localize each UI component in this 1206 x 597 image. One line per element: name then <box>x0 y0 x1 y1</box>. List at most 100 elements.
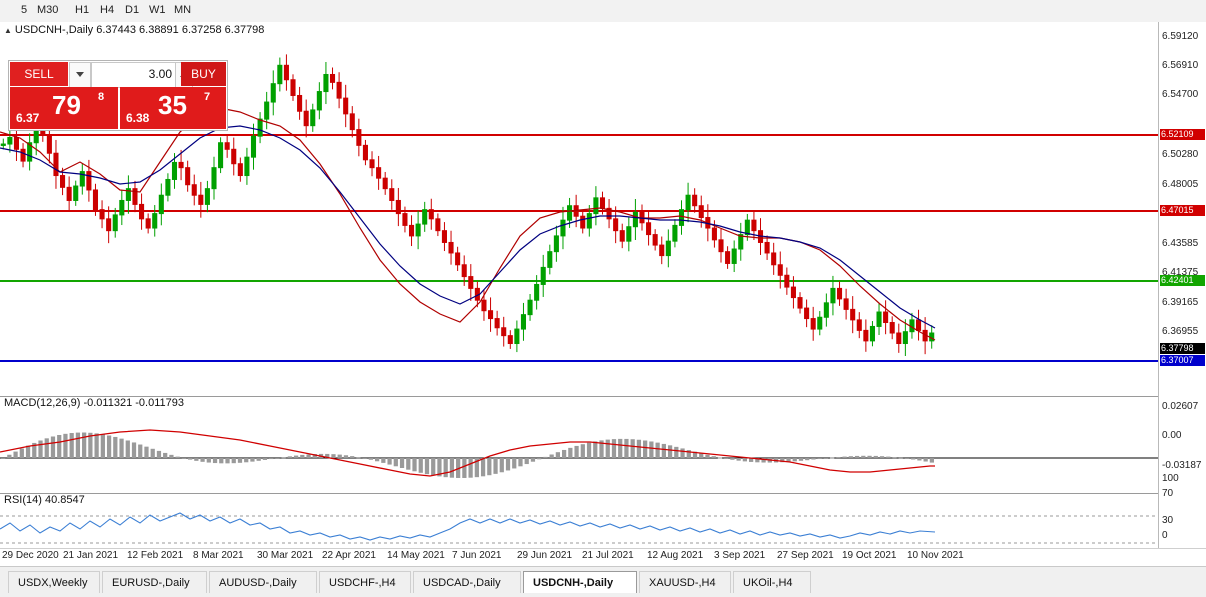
rsi-pane[interactable]: RSI(14) 40.8547 <box>0 493 1158 548</box>
octp-controls-row: SELL 3.00 BUY <box>9 61 227 88</box>
macd-bar <box>886 456 891 458</box>
macd-bar <box>736 458 741 461</box>
macd-bar <box>393 458 398 467</box>
sell-price-integer: 6.37 <box>16 111 40 125</box>
macd-bar <box>624 438 629 458</box>
macd-bar <box>873 455 878 458</box>
macd-bar <box>119 438 124 458</box>
sell-price-big: 79 <box>52 90 81 120</box>
candle-body <box>60 175 66 188</box>
chart-tab[interactable]: UKOil-,H4 <box>733 571 811 593</box>
price-scale[interactable]: 6.59120 6.56910 6.54700 6.52109 6.50280 6.480… <box>1159 22 1206 548</box>
timeframe-button-d1[interactable]: D1 <box>125 4 140 16</box>
macd-bar <box>505 458 511 471</box>
scale-tick: 6.54700 <box>1162 89 1199 100</box>
chart-tab[interactable]: USDCNH-,Daily <box>523 571 637 593</box>
macd-bar <box>917 458 922 461</box>
buy-price-box[interactable]: 6.38 35 7 <box>120 87 226 129</box>
macd-bar <box>250 458 255 462</box>
macd-bar <box>275 458 280 459</box>
timeframe-button-h1[interactable]: H1 <box>75 4 90 16</box>
candle-body <box>171 161 178 180</box>
collapse-triangle-icon[interactable]: ▲ <box>4 25 12 35</box>
macd-bar <box>269 458 274 460</box>
macd-bar <box>181 458 187 459</box>
candle-body <box>237 163 243 177</box>
candle-body <box>185 167 191 186</box>
macd-histogram <box>0 432 935 478</box>
timeframe-button-h4[interactable]: H4 <box>100 4 115 16</box>
chart-tab[interactable]: USDX,Weekly <box>8 571 100 593</box>
timeframe-button-m30[interactable]: M30 <box>37 4 59 16</box>
macd-bar <box>437 458 442 477</box>
macd-bar <box>231 458 236 464</box>
macd-bar <box>524 458 529 465</box>
timeframe-button-5[interactable]: 5 <box>21 4 28 16</box>
macd-bar <box>337 454 342 458</box>
timeframe-button-mn[interactable]: MN <box>174 4 192 16</box>
candle-body <box>218 142 224 169</box>
macd-bar <box>237 458 243 463</box>
chart-tab[interactable]: USDCHF-,H4 <box>319 571 411 593</box>
candle-body <box>441 230 447 243</box>
candle-body <box>481 299 487 312</box>
scale-tick: 6.43585 <box>1162 238 1199 249</box>
candle-body <box>323 73 329 93</box>
candle-body <box>494 318 500 329</box>
macd-bar <box>830 457 835 459</box>
macd-bar <box>206 458 211 463</box>
macd-bar <box>742 458 748 462</box>
macd-bar <box>848 456 853 458</box>
chart-tab[interactable]: AUDUSD-,Daily <box>209 571 317 593</box>
candle-body <box>316 91 322 111</box>
macd-bar <box>879 456 885 458</box>
macd-bar <box>256 458 261 461</box>
volume-input[interactable]: 3.00 <box>91 62 177 88</box>
candle-body <box>112 214 118 232</box>
macd-bar <box>399 458 405 468</box>
candle-body <box>191 184 197 196</box>
macd-bar <box>543 456 548 458</box>
chart-tab[interactable]: EURUSD-,Daily <box>102 571 207 593</box>
candle-body <box>435 218 441 232</box>
candle-body <box>902 331 908 345</box>
macd-bar <box>387 458 392 465</box>
price-tag: 6.42401 <box>1160 275 1205 286</box>
scale-tick: 70 <box>1162 488 1174 499</box>
candle-body <box>514 328 520 345</box>
macd-bar <box>674 446 679 458</box>
chart-tab[interactable]: USDCAD-,Daily <box>413 571 521 593</box>
macd-pane[interactable]: MACD(12,26,9) -0.011321 -0.011793 <box>0 396 1158 494</box>
candle-body <box>461 264 467 278</box>
candle-body <box>165 178 171 196</box>
scale-tick: -0.03187 <box>1162 460 1202 471</box>
sell-button[interactable]: SELL <box>10 62 68 86</box>
candle-body <box>501 327 507 337</box>
candle-body <box>488 310 494 320</box>
candle-body <box>99 209 105 220</box>
ma-slow-line <box>0 125 936 329</box>
macd-bar <box>131 442 137 458</box>
sell-price-box[interactable]: 6.37 79 8 <box>10 87 118 129</box>
macd-bar <box>643 440 648 458</box>
candle-body <box>53 152 59 177</box>
price-pane[interactable]: ▲ USDCNH-,Daily 6.37443 6.38891 6.37258 6… <box>0 22 1158 397</box>
chart-tab[interactable]: XAUUSD-,H4 <box>639 571 731 593</box>
rsi-chart-svg <box>0 512 1158 544</box>
macd-bar <box>69 433 74 458</box>
macd-bar <box>25 445 31 458</box>
candle-body <box>448 241 454 254</box>
chart-area[interactable]: ▲ USDCNH-,Daily 6.37443 6.38891 6.37258 6… <box>0 22 1159 548</box>
candle-body <box>145 218 151 229</box>
macd-bar <box>50 436 56 458</box>
buy-button[interactable]: BUY <box>181 62 226 86</box>
macd-bar <box>7 454 12 458</box>
timeframe-button-w1[interactable]: W1 <box>149 4 166 16</box>
candle-body <box>599 197 606 209</box>
volume-dropdown-button[interactable] <box>69 62 91 88</box>
candle-body <box>73 185 79 201</box>
one-click-trading-panel[interactable]: SELL 3.00 BUY 6.37 79 8 6.38 35 7 <box>8 60 228 131</box>
candle-body <box>797 297 803 309</box>
candle-body <box>303 110 309 127</box>
time-axis-label: 14 May 2021 <box>387 550 445 561</box>
